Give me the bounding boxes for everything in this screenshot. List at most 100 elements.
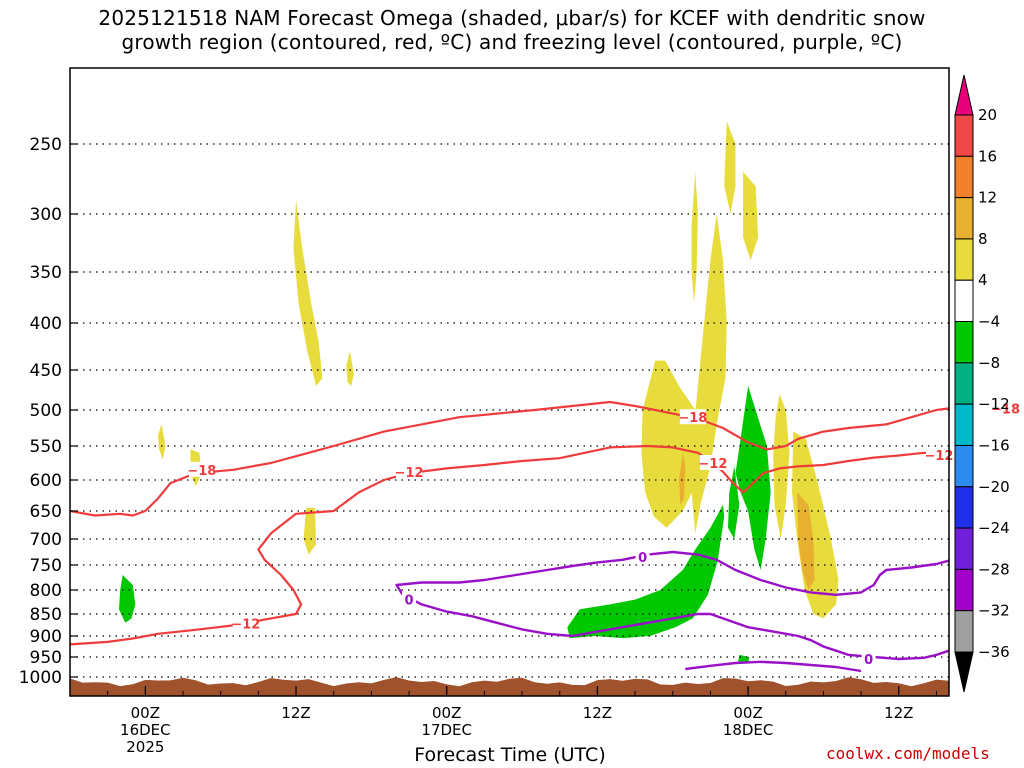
title-line-1: 2025121518 NAM Forecast Omega (shaded, μ… — [98, 6, 926, 30]
y-tick-label-550: 550 — [30, 437, 62, 457]
x-tick-label-24-0: 00Z — [432, 704, 461, 722]
omega-region — [724, 121, 736, 214]
contour-label-bg — [925, 446, 952, 462]
colorbar-box — [954, 362, 974, 405]
colorbar-label: −16 — [978, 436, 1010, 454]
colorbar-label: −28 — [978, 560, 1010, 578]
colorbar-box — [954, 486, 974, 529]
contour-label-bg — [992, 400, 1019, 416]
credit-text: coolwx.com/models — [826, 744, 990, 763]
colorbar-box — [954, 444, 974, 488]
freezing-level-contour — [685, 660, 862, 673]
colorbar-box — [954, 155, 974, 199]
colorbar-box — [954, 238, 974, 281]
contours — [70, 400, 949, 673]
contour-label-bg — [699, 455, 726, 470]
colorbar-label: −36 — [978, 643, 1010, 661]
chart-title: 2025121518 NAM Forecast Omega (shaded, μ… — [0, 6, 1024, 54]
freezing-contour-label: 0 — [864, 653, 873, 668]
colorbar-label: 4 — [978, 271, 988, 289]
y-tick-label-950: 950 — [30, 648, 62, 668]
y-tick-label-250: 250 — [30, 135, 62, 155]
colorbar-label: −4 — [978, 313, 1000, 331]
y-tick-label-750: 750 — [30, 556, 62, 576]
dgz-contour-label: −12 — [698, 457, 727, 472]
y-tick-label-450: 450 — [30, 361, 62, 381]
colorbar-box — [954, 403, 974, 446]
omega-region — [641, 360, 705, 528]
x-tick-label-24-1: 17DEC — [421, 721, 472, 739]
y-tick-label-500: 500 — [30, 401, 62, 421]
colorbar-label: −8 — [978, 354, 1000, 372]
dgz-contour-label: −18 — [678, 411, 707, 426]
omega-region — [119, 575, 136, 623]
y-tick-label-400: 400 — [30, 314, 62, 334]
omega-region — [691, 172, 698, 303]
x-tick-label-36-0: 12Z — [583, 704, 612, 722]
colorbar-label: 12 — [978, 189, 997, 207]
x-tick-label-60-0: 12Z — [884, 704, 913, 722]
colorbar-min-triangle — [954, 651, 974, 693]
contour-label-bg — [402, 591, 417, 607]
colorbar-box — [954, 114, 974, 157]
colorbar-label: −12 — [978, 395, 1010, 413]
dgz-contour-label: −12 — [231, 618, 260, 633]
freezing-level-contour — [647, 550, 949, 596]
omega-region — [303, 507, 317, 555]
dgz-contour-label: −12 — [924, 449, 953, 464]
colorbar-box — [954, 197, 974, 240]
x-tick-label-0-2: 2025 — [126, 738, 164, 756]
omega-region — [293, 200, 323, 386]
x-axis-label: Forecast Time (UTC) — [414, 744, 606, 766]
omega-region — [691, 214, 727, 534]
freezing-contour-label: 0 — [638, 551, 647, 566]
y-tick-label-300: 300 — [30, 205, 62, 225]
colorbar-box — [954, 610, 974, 653]
colorbar-max-triangle — [954, 74, 974, 116]
contour-label-bg — [679, 409, 706, 425]
colorbar-label: 8 — [978, 230, 988, 248]
colorbar-box — [954, 321, 974, 364]
y-tick-label-800: 800 — [30, 581, 62, 601]
y-tick-label-650: 650 — [30, 502, 62, 522]
colorbar-box — [954, 527, 974, 570]
colorbar-label: 20 — [978, 106, 997, 124]
y-tick-label-600: 600 — [30, 471, 62, 491]
colorbar-box — [954, 568, 974, 612]
x-tick-label-0-0: 00Z — [131, 704, 160, 722]
omega-region — [728, 466, 740, 539]
omega-region — [797, 492, 815, 590]
contour-labels: −18−12−18−12−12−18−120000 — [187, 400, 1020, 668]
omega-region — [735, 386, 771, 570]
omega-region — [346, 351, 354, 386]
title-line-2: growth region (contoured, red, ºC) and f… — [121, 30, 903, 54]
colorbar-label: 16 — [978, 147, 997, 165]
y-tick-label-700: 700 — [30, 530, 62, 550]
y-tick-label-1000: 1000 — [19, 668, 62, 688]
omega-region — [743, 172, 759, 261]
omega-shading — [119, 121, 1024, 667]
y-tick-label-900: 900 — [30, 627, 62, 647]
colorbar-label: −20 — [978, 478, 1010, 496]
x-tick-label-12-0: 12Z — [281, 704, 310, 722]
terrain-fill — [70, 677, 949, 696]
x-tick-label-48-1: 18DEC — [723, 721, 774, 739]
colorbar-label: −32 — [978, 602, 1010, 620]
y-tick-label-350: 350 — [30, 263, 62, 283]
x-axis: 00Z16DEC202512Z00Z17DEC12Z00Z18DEC12Z00Z… — [69, 686, 937, 756]
y-tick-label-850: 850 — [30, 605, 62, 625]
y-axis: 2503003504004505005506006507007508008509… — [19, 135, 78, 688]
x-tick-label-48-0: 00Z — [733, 704, 762, 722]
contour-label-bg — [861, 651, 876, 666]
omega-region — [679, 452, 686, 505]
colorbar-box — [954, 279, 974, 323]
omega-region — [773, 394, 790, 539]
contour-label-bg — [635, 549, 650, 565]
dgz-contour-label: −12 — [395, 466, 424, 481]
omega-region — [567, 504, 725, 639]
terrain — [70, 677, 949, 696]
omega-region — [1009, 655, 1024, 667]
plot-frame — [69, 67, 950, 697]
x-tick-label-0-1: 16DEC — [120, 721, 171, 739]
